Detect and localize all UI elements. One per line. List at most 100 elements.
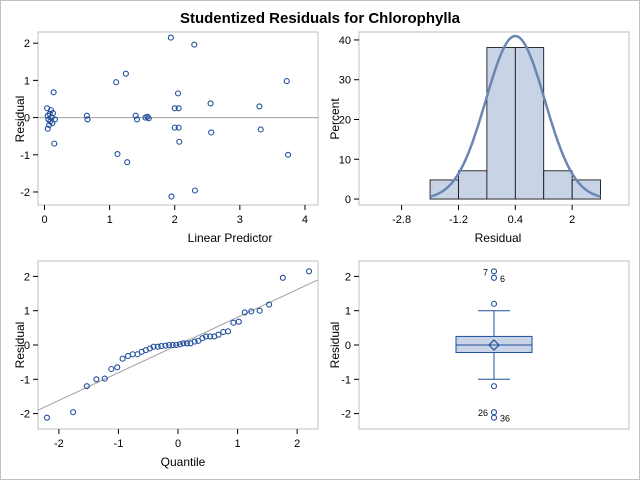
data-point [215, 331, 222, 338]
data-point [114, 150, 121, 158]
x-tick-label: 3 [237, 214, 243, 226]
data-point [191, 187, 198, 194]
panel-residual-vs-predictor: 0 1 2 3 4 -2 -1 0 1 2 Linear Predictor Residual [13, 31, 319, 245]
x-tick-label: -2.8 [392, 214, 411, 226]
y-tick-label: 0 [345, 340, 351, 352]
data-point [173, 341, 180, 349]
data-point [191, 338, 198, 345]
y-tick-label: 10 [339, 154, 351, 166]
outlier-point [490, 274, 498, 281]
data-point [83, 383, 90, 390]
data-point [146, 345, 154, 352]
y-tick-label: -1 [20, 150, 30, 162]
data-point [150, 343, 157, 350]
data-point [279, 274, 286, 281]
y-tick-label: -1 [20, 374, 30, 386]
outlier-point [490, 300, 498, 307]
data-point [230, 319, 237, 326]
y-axis-label: Percent [328, 98, 342, 140]
data-point [183, 340, 190, 347]
data-point [167, 34, 174, 41]
data-point [174, 90, 182, 97]
mean-marker [488, 339, 500, 351]
figure-title: Studentized Residuals for Chlorophylla [179, 10, 461, 27]
data-point [220, 328, 227, 336]
data-point [284, 151, 292, 158]
data-point [132, 112, 139, 119]
panel-qq-plot: -2 -1 0 1 2 -2 -1 0 1 2 Quantile Residual [13, 260, 319, 469]
outlier-label: 7 [483, 267, 488, 277]
data-point [248, 308, 255, 315]
x-tick-label: 2 [172, 214, 178, 226]
data-point [124, 159, 131, 166]
data-point [195, 337, 202, 344]
data-point [145, 115, 152, 122]
data-point [83, 112, 90, 119]
data-point [207, 333, 214, 340]
data-point [84, 116, 91, 123]
y-tick-label: 30 [339, 75, 351, 87]
y-tick-label: 0 [24, 340, 30, 352]
data-point [256, 103, 263, 110]
data-point [162, 342, 169, 349]
y-axis-label: Residual [328, 322, 342, 369]
data-point [144, 113, 151, 120]
x-tick-label: 0 [41, 214, 47, 226]
plot-frame [37, 31, 319, 206]
data-point [108, 365, 115, 373]
data-point [49, 110, 57, 117]
data-point [93, 376, 100, 383]
outlier-label: 26 [478, 408, 488, 418]
x-tick-label: 2 [569, 214, 575, 226]
y-tick-label: -2 [341, 409, 351, 421]
outlier-point [490, 268, 498, 275]
outlier-point [490, 409, 498, 416]
data-point [207, 100, 214, 107]
outlier-point [490, 414, 498, 421]
data-point [224, 328, 232, 335]
outlier-label: 6 [500, 274, 505, 284]
data-point [154, 343, 161, 350]
data-point [50, 89, 57, 96]
data-point [208, 129, 215, 136]
y-tick-label: 40 [339, 35, 351, 47]
y-axis-label: Residual [13, 322, 27, 369]
x-axis-label: Residual [475, 231, 522, 245]
data-point [266, 301, 273, 308]
x-tick-label: 0 [175, 438, 181, 450]
y-tick-label: -2 [20, 187, 30, 199]
y-axis-label: Residual [13, 96, 27, 143]
y-tick-label: -1 [341, 374, 351, 386]
histogram-bar [514, 47, 545, 200]
data-point [176, 341, 183, 348]
y-tick-label: 20 [339, 114, 351, 126]
data-point [122, 70, 129, 77]
histogram-bar [543, 170, 573, 200]
x-tick-label: 1 [107, 214, 113, 226]
y-tick-label: -2 [20, 409, 30, 421]
data-point [175, 124, 182, 131]
data-point [51, 140, 58, 147]
y-tick-label: 2 [24, 38, 30, 50]
data-point [169, 341, 176, 349]
y-tick-label: 1 [24, 75, 30, 87]
data-point [202, 333, 210, 340]
x-tick-label: 2 [294, 438, 300, 450]
y-tick-label: 0 [24, 113, 30, 125]
data-point [176, 138, 183, 145]
x-tick-label: -1.2 [449, 214, 468, 226]
histogram-bar [458, 170, 488, 200]
reference-line [37, 279, 319, 411]
panel-box-plot: -2 -1 0 1 2 7 6 26 36 Residual [328, 260, 630, 430]
data-point [171, 124, 178, 131]
data-point [168, 193, 175, 200]
y-tick-label: 1 [24, 306, 30, 318]
data-point [306, 268, 313, 275]
data-point [235, 318, 242, 325]
data-point [70, 409, 77, 416]
data-point [283, 78, 290, 85]
data-point [256, 307, 263, 314]
